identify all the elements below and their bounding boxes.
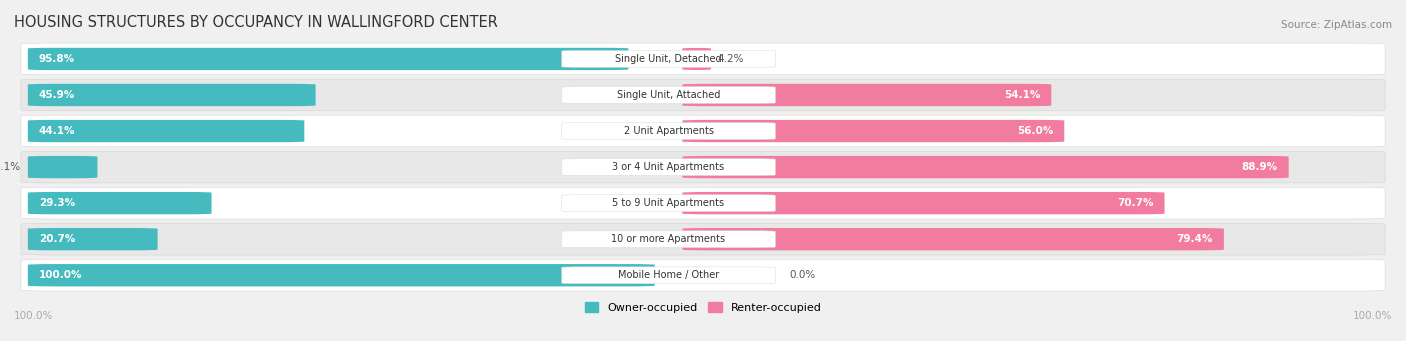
- Text: Single Unit, Attached: Single Unit, Attached: [617, 90, 720, 100]
- Text: 11.1%: 11.1%: [0, 162, 21, 172]
- Text: 10 or more Apartments: 10 or more Apartments: [612, 234, 725, 244]
- Text: 100.0%: 100.0%: [39, 270, 83, 280]
- Text: 56.0%: 56.0%: [1017, 126, 1053, 136]
- Text: HOUSING STRUCTURES BY OCCUPANCY IN WALLINGFORD CENTER: HOUSING STRUCTURES BY OCCUPANCY IN WALLI…: [14, 15, 498, 30]
- FancyBboxPatch shape: [682, 120, 1064, 142]
- Text: 100.0%: 100.0%: [1353, 311, 1392, 321]
- Text: 20.7%: 20.7%: [39, 234, 76, 244]
- FancyBboxPatch shape: [682, 192, 1164, 214]
- Text: 79.4%: 79.4%: [1177, 234, 1213, 244]
- Text: 44.1%: 44.1%: [39, 126, 76, 136]
- FancyBboxPatch shape: [562, 87, 775, 103]
- FancyBboxPatch shape: [28, 228, 157, 250]
- FancyBboxPatch shape: [21, 187, 1385, 219]
- FancyBboxPatch shape: [682, 48, 711, 70]
- Text: 5 to 9 Unit Apartments: 5 to 9 Unit Apartments: [613, 198, 724, 208]
- Text: 45.9%: 45.9%: [39, 90, 75, 100]
- Text: 95.8%: 95.8%: [39, 54, 75, 64]
- FancyBboxPatch shape: [28, 264, 655, 286]
- FancyBboxPatch shape: [562, 195, 775, 211]
- FancyBboxPatch shape: [562, 231, 775, 248]
- Legend: Owner-occupied, Renter-occupied: Owner-occupied, Renter-occupied: [585, 302, 821, 313]
- FancyBboxPatch shape: [28, 120, 304, 142]
- FancyBboxPatch shape: [28, 84, 315, 106]
- FancyBboxPatch shape: [28, 48, 628, 70]
- FancyBboxPatch shape: [28, 192, 211, 214]
- Text: 0.0%: 0.0%: [789, 270, 815, 280]
- FancyBboxPatch shape: [21, 43, 1385, 75]
- Text: 3 or 4 Unit Apartments: 3 or 4 Unit Apartments: [613, 162, 724, 172]
- Text: 70.7%: 70.7%: [1116, 198, 1153, 208]
- FancyBboxPatch shape: [682, 156, 1289, 178]
- FancyBboxPatch shape: [562, 123, 775, 139]
- FancyBboxPatch shape: [21, 223, 1385, 255]
- Text: 54.1%: 54.1%: [1004, 90, 1040, 100]
- FancyBboxPatch shape: [682, 228, 1223, 250]
- FancyBboxPatch shape: [562, 50, 775, 67]
- Text: 88.9%: 88.9%: [1241, 162, 1278, 172]
- Text: 2 Unit Apartments: 2 Unit Apartments: [623, 126, 714, 136]
- FancyBboxPatch shape: [562, 267, 775, 284]
- FancyBboxPatch shape: [21, 260, 1385, 291]
- Text: 29.3%: 29.3%: [39, 198, 75, 208]
- Text: 100.0%: 100.0%: [14, 311, 53, 321]
- FancyBboxPatch shape: [28, 156, 97, 178]
- Text: Source: ZipAtlas.com: Source: ZipAtlas.com: [1281, 19, 1392, 30]
- Text: 4.2%: 4.2%: [718, 54, 744, 64]
- FancyBboxPatch shape: [21, 151, 1385, 183]
- FancyBboxPatch shape: [562, 159, 775, 176]
- FancyBboxPatch shape: [21, 115, 1385, 147]
- FancyBboxPatch shape: [682, 84, 1052, 106]
- Text: Mobile Home / Other: Mobile Home / Other: [617, 270, 720, 280]
- Text: Single Unit, Detached: Single Unit, Detached: [616, 54, 721, 64]
- FancyBboxPatch shape: [21, 79, 1385, 111]
